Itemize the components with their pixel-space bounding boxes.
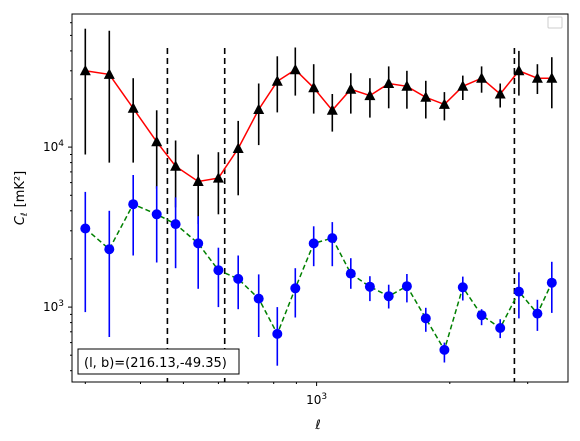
series-1-point-24 — [546, 277, 557, 288]
series-0-point-6 — [212, 172, 224, 183]
x-axis-label: ℓ — [314, 418, 320, 433]
series-1-point-0 — [80, 223, 91, 234]
annotation-text: (l, b)=(216.13,-49.35) — [84, 356, 227, 371]
y-axis-label-sub: ℓ — [20, 212, 30, 217]
series-1-point-19 — [457, 282, 468, 293]
series-1-point-10 — [290, 283, 301, 294]
series-1-point-11 — [308, 238, 319, 249]
y-tick-label-1: 104 — [43, 139, 64, 154]
y-axis-label-main: C — [13, 215, 28, 225]
series-1-point-12 — [327, 233, 338, 244]
series-0-point-8 — [253, 103, 265, 114]
series-1-point-18 — [439, 344, 450, 355]
axes: 103 104 103 — [43, 22, 529, 407]
series-1-point-2 — [128, 199, 139, 210]
series-1-point-8 — [253, 293, 264, 304]
series-0-point-2 — [127, 102, 139, 113]
annotation: (l, b)=(216.13,-49.35) — [77, 348, 240, 375]
series-1-point-3 — [151, 209, 162, 220]
series-0-point-5 — [192, 175, 204, 186]
annotation-box — [77, 348, 240, 375]
series-0-point-0 — [79, 64, 91, 76]
series-0-point-11 — [308, 81, 320, 93]
series-0-point-24 — [546, 72, 558, 83]
series-0-point-9 — [271, 75, 283, 86]
series-0-point-1 — [103, 68, 115, 79]
series-1-point-23 — [532, 308, 543, 319]
series-0-point-15 — [383, 77, 395, 88]
series-0-point-21 — [494, 88, 506, 99]
plot-area — [79, 28, 558, 382]
y-axis-label-unit: [mK²] — [13, 171, 28, 208]
series-0 — [79, 28, 558, 225]
series-0-point-16 — [401, 80, 413, 91]
legend-box — [547, 16, 563, 29]
series-0-point-3 — [151, 135, 163, 147]
series-1-point-13 — [345, 268, 356, 279]
series-1-point-9 — [272, 328, 283, 339]
series-0-point-7 — [232, 142, 244, 153]
series-0-point-4 — [170, 160, 182, 171]
y-axis-label: Cℓ [mK²] — [13, 171, 30, 225]
series-0-point-23 — [531, 72, 543, 83]
y-tick-label-0: 103 — [43, 299, 64, 314]
series-0-point-22 — [513, 64, 525, 76]
series-1-point-7 — [233, 273, 244, 284]
plot-frame — [71, 13, 569, 383]
series-1-point-5 — [193, 238, 204, 249]
series-0-point-17 — [420, 91, 432, 102]
series-0-point-13 — [345, 83, 357, 94]
series-1-point-21 — [495, 323, 506, 333]
series-1-point-16 — [401, 281, 412, 292]
series-0-point-19 — [457, 80, 469, 91]
series-1-point-17 — [420, 313, 431, 324]
series-0-point-14 — [364, 89, 376, 101]
series-1-point-20 — [476, 310, 487, 321]
series-0-point-20 — [476, 72, 488, 83]
series-1-point-4 — [170, 219, 181, 230]
series-1-point-22 — [513, 286, 524, 297]
series-1-point-1 — [104, 244, 115, 255]
x-tick-label-0: 103 — [306, 392, 327, 407]
series-1-point-6 — [213, 265, 224, 276]
series-0-point-10 — [289, 63, 301, 75]
series-1 — [80, 175, 557, 366]
series-0-point-12 — [326, 104, 338, 115]
series-0-point-18 — [438, 98, 450, 109]
series-1-point-14 — [364, 281, 375, 292]
series-1-point-15 — [383, 291, 394, 302]
